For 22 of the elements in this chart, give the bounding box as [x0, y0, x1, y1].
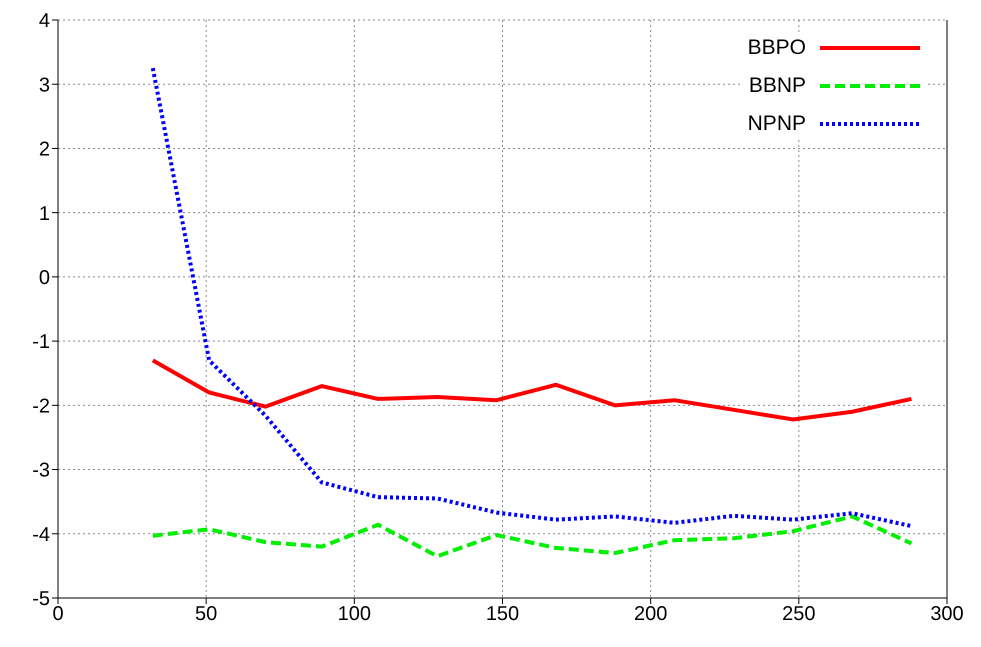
- y-tick-label: -3: [32, 460, 50, 482]
- y-tick-label: -1: [32, 331, 50, 354]
- legend-label: BBNP: [748, 74, 806, 98]
- line-series: [150, 514, 914, 558]
- legend-label: BBPO: [748, 36, 806, 60]
- line-series: [150, 66, 914, 528]
- y-tick-label: 2: [38, 138, 50, 161]
- x-tick-label: 300: [930, 603, 964, 626]
- x-tick-label: 200: [634, 603, 668, 626]
- legend-label: NPNP: [748, 112, 806, 136]
- x-tick-label: 100: [338, 603, 372, 626]
- line-series: [150, 358, 914, 422]
- y-tick-label: 4: [38, 10, 50, 32]
- y-tick-label: -2: [32, 395, 50, 418]
- y-tick-label: 1: [38, 202, 50, 225]
- x-tick-label: 50: [195, 603, 218, 626]
- y-tick-label: 0: [38, 266, 50, 289]
- x-tick-label: 150: [486, 603, 520, 626]
- y-tick-label: -5: [32, 588, 50, 610]
- x-tick-label: 250: [782, 603, 816, 626]
- y-tick-label: 3: [38, 74, 50, 96]
- y-tick-label: -4: [32, 524, 50, 546]
